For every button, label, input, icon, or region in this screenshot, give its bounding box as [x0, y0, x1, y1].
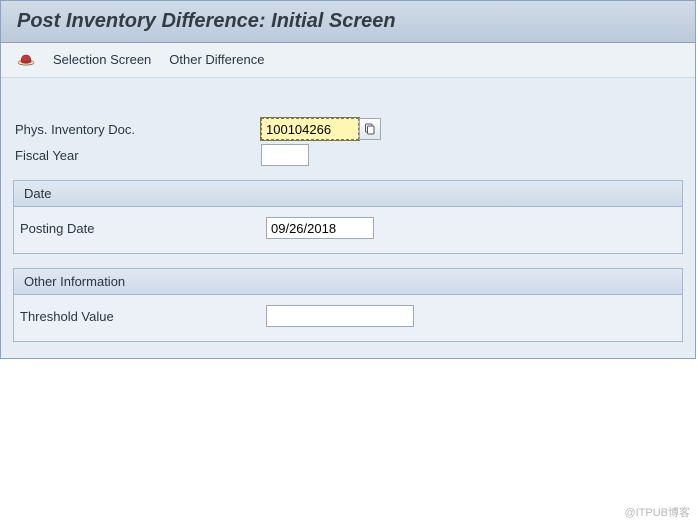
content-area: Phys. Inventory Doc. Fiscal Year Date Po… — [1, 78, 695, 358]
toolbar: Selection Screen Other Difference — [1, 43, 695, 78]
watermark: @ITPUB博客 — [624, 504, 690, 520]
fiscal-year-row: Fiscal Year — [9, 144, 687, 166]
date-group-body: Posting Date — [14, 207, 682, 253]
window-title: Post Inventory Difference: Initial Scree… — [17, 10, 396, 32]
other-info-group-title: Other Information — [14, 269, 682, 295]
other-info-group-body: Threshold Value — [14, 295, 682, 341]
fiscal-year-input[interactable] — [261, 144, 309, 166]
title-bar: Post Inventory Difference: Initial Scree… — [1, 1, 695, 43]
threshold-input[interactable] — [266, 305, 414, 327]
threshold-row: Threshold Value — [14, 305, 682, 327]
phys-inv-doc-row: Phys. Inventory Doc. — [9, 118, 687, 140]
selection-screen-button[interactable]: Selection Screen — [53, 52, 151, 67]
other-info-group: Other Information Threshold Value — [13, 268, 683, 342]
date-group-title: Date — [14, 181, 682, 207]
phys-inv-doc-label: Phys. Inventory Doc. — [15, 122, 261, 137]
posting-date-label: Posting Date — [20, 221, 266, 236]
other-difference-button[interactable]: Other Difference — [169, 52, 264, 67]
date-group: Date Posting Date — [13, 180, 683, 254]
posting-date-row: Posting Date — [14, 217, 682, 239]
main-window: Post Inventory Difference: Initial Scree… — [0, 0, 696, 359]
phys-inv-doc-input[interactable] — [261, 118, 359, 140]
posting-date-input[interactable] — [266, 217, 374, 239]
fiscal-year-label: Fiscal Year — [15, 148, 261, 163]
threshold-label: Threshold Value — [20, 309, 266, 324]
hat-icon[interactable] — [17, 51, 35, 67]
value-help-button[interactable] — [359, 118, 381, 140]
